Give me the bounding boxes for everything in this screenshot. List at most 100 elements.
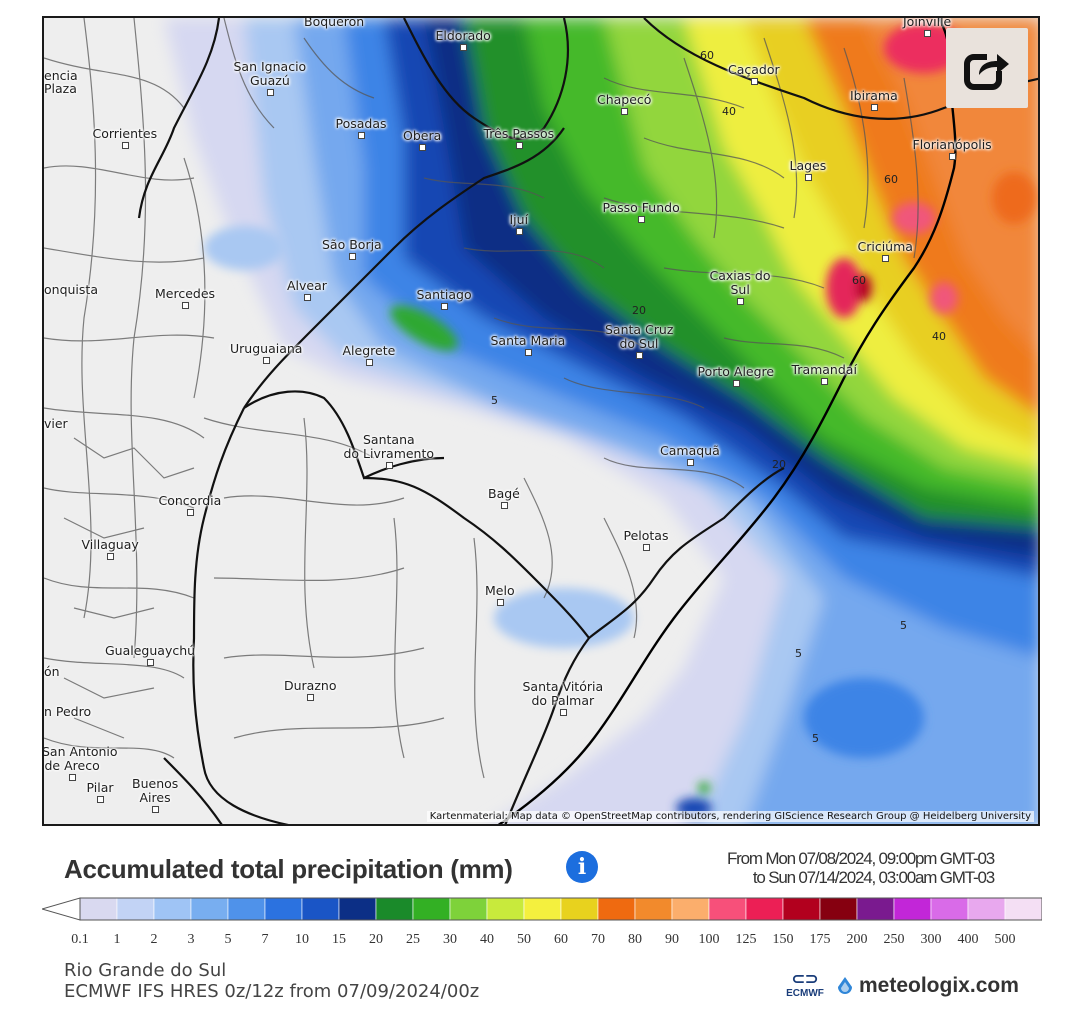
legend-label: 60 [554,932,568,947]
footer: Rio Grande do Sul ECMWF IFS HRES 0z/12z … [64,960,479,1002]
city-marker [821,378,828,385]
legend-swatch [967,897,1006,921]
city-marker [441,303,448,310]
city-marker [924,30,931,37]
legend-swatch [523,897,562,921]
city-marker [687,459,694,466]
contour-label: 60 [852,274,866,287]
city-label: Ijuí [509,212,529,227]
legend-label: 3 [187,932,195,947]
city-label: Aires [139,790,171,805]
contour-label: 5 [491,394,498,407]
city-label: Florianópolis [912,137,992,152]
city-label: Melo [485,583,515,598]
city-label: Concordia [158,493,222,508]
contour-label: 20 [772,458,786,471]
map-canvas [44,18,1038,824]
city-label: Gualeguaychú [105,643,196,658]
city-marker [638,216,645,223]
city-label: Camaquã [660,443,720,458]
legend-label: 300 [920,932,942,947]
city-label: Durazno [284,678,337,693]
city-label: Santa Vitória [522,679,604,694]
city-label: San Ignacio [233,59,307,74]
legend-swatch [930,897,969,921]
city-marker [304,294,311,301]
city-label: Bagé [488,486,520,501]
legend-label: 7 [261,932,269,947]
chart-title: Accumulated total precipitation (mm) [64,854,513,884]
legend-label: 5 [224,932,232,947]
city-marker [152,806,159,813]
legend-label: 25 [406,932,420,947]
city-label: Criciúma [857,239,913,254]
legend-arrow-left [42,897,81,921]
legend-label: 0.1 [71,932,89,947]
legend-swatch [153,897,192,921]
legend-swatch [449,897,488,921]
city-label: do Livramento [343,446,435,461]
legend-swatch [1004,897,1042,921]
city-marker [501,502,508,509]
legend-swatch [227,897,266,921]
contour-label: 5 [795,647,802,660]
city-label: Uruguaiana [230,341,303,356]
city-label: Porto Alegre [697,364,775,379]
share-button[interactable] [946,28,1028,108]
city-label: Lages [789,158,827,173]
city-marker [733,380,740,387]
city-marker [366,359,373,366]
legend-swatch [116,897,155,921]
legend-label: 400 [957,932,979,947]
city-label: Ibirama [850,88,898,103]
city-marker [949,153,956,160]
city-marker [497,599,504,606]
edge-city-label: n Pedro [44,704,92,719]
city-marker [882,255,889,262]
legend-swatch [79,897,118,921]
contour-label: 5 [812,732,819,745]
legend-swatch [560,897,599,921]
city-label: Santa Maria [490,333,566,348]
city-marker [737,298,744,305]
legend-swatch [264,897,303,921]
city-label: Eldorado [435,28,491,43]
legend-label: 30 [443,932,457,947]
legend-swatch [782,897,821,921]
city-label: Santana [363,432,415,447]
legend-label: 70 [591,932,605,947]
city-label: Posadas [335,116,387,131]
city-label: Boqueron [304,16,365,29]
contour-label: 40 [722,105,736,118]
city-label: do Palmar [531,693,595,708]
city-marker [525,349,532,356]
contour-label: 60 [884,173,898,186]
legend-label: 80 [628,932,642,947]
info-icon[interactable]: i [566,851,598,883]
legend-swatch [375,897,414,921]
contour-label: 5 [900,619,907,632]
legend-labels: 0.1 1 2 3 5 7 10 15 20 25 30 40 50 60 70 80 90 100 125 150 1… [0,932,1080,948]
ecmwf-logo: ⊂⊃ ECMWF [780,972,830,1006]
meteologix-logo[interactable]: meteologix.com [835,974,1019,998]
period-text: From Mon 07/08/2024, 09:00pm GMT-03 to S… [727,849,995,887]
city-label: Obera [403,128,442,143]
city-label: Pilar [86,780,114,795]
ecmwf-logo-text: ECMWF [786,988,824,999]
legend-label: 200 [846,932,868,947]
city-label: do Sul [619,336,659,351]
legend-swatch [190,897,229,921]
legend-border [79,897,1042,921]
city-label: Buenos [132,776,179,791]
contour-label: 60 [700,49,714,62]
legend-swatch [671,897,710,921]
precipitation-map[interactable]: Boqueron Eldorado Joinville San Ignacio Guaz… [42,16,1040,826]
city-label: Villaguay [81,537,139,552]
city-label: Corrientes [92,126,158,141]
legend-label: 15 [332,932,346,947]
legend-label: 90 [665,932,679,947]
legend-label: 100 [698,932,720,947]
city-label: Mercedes [155,286,216,301]
legend-swatch [338,897,377,921]
legend-label: 20 [369,932,383,947]
